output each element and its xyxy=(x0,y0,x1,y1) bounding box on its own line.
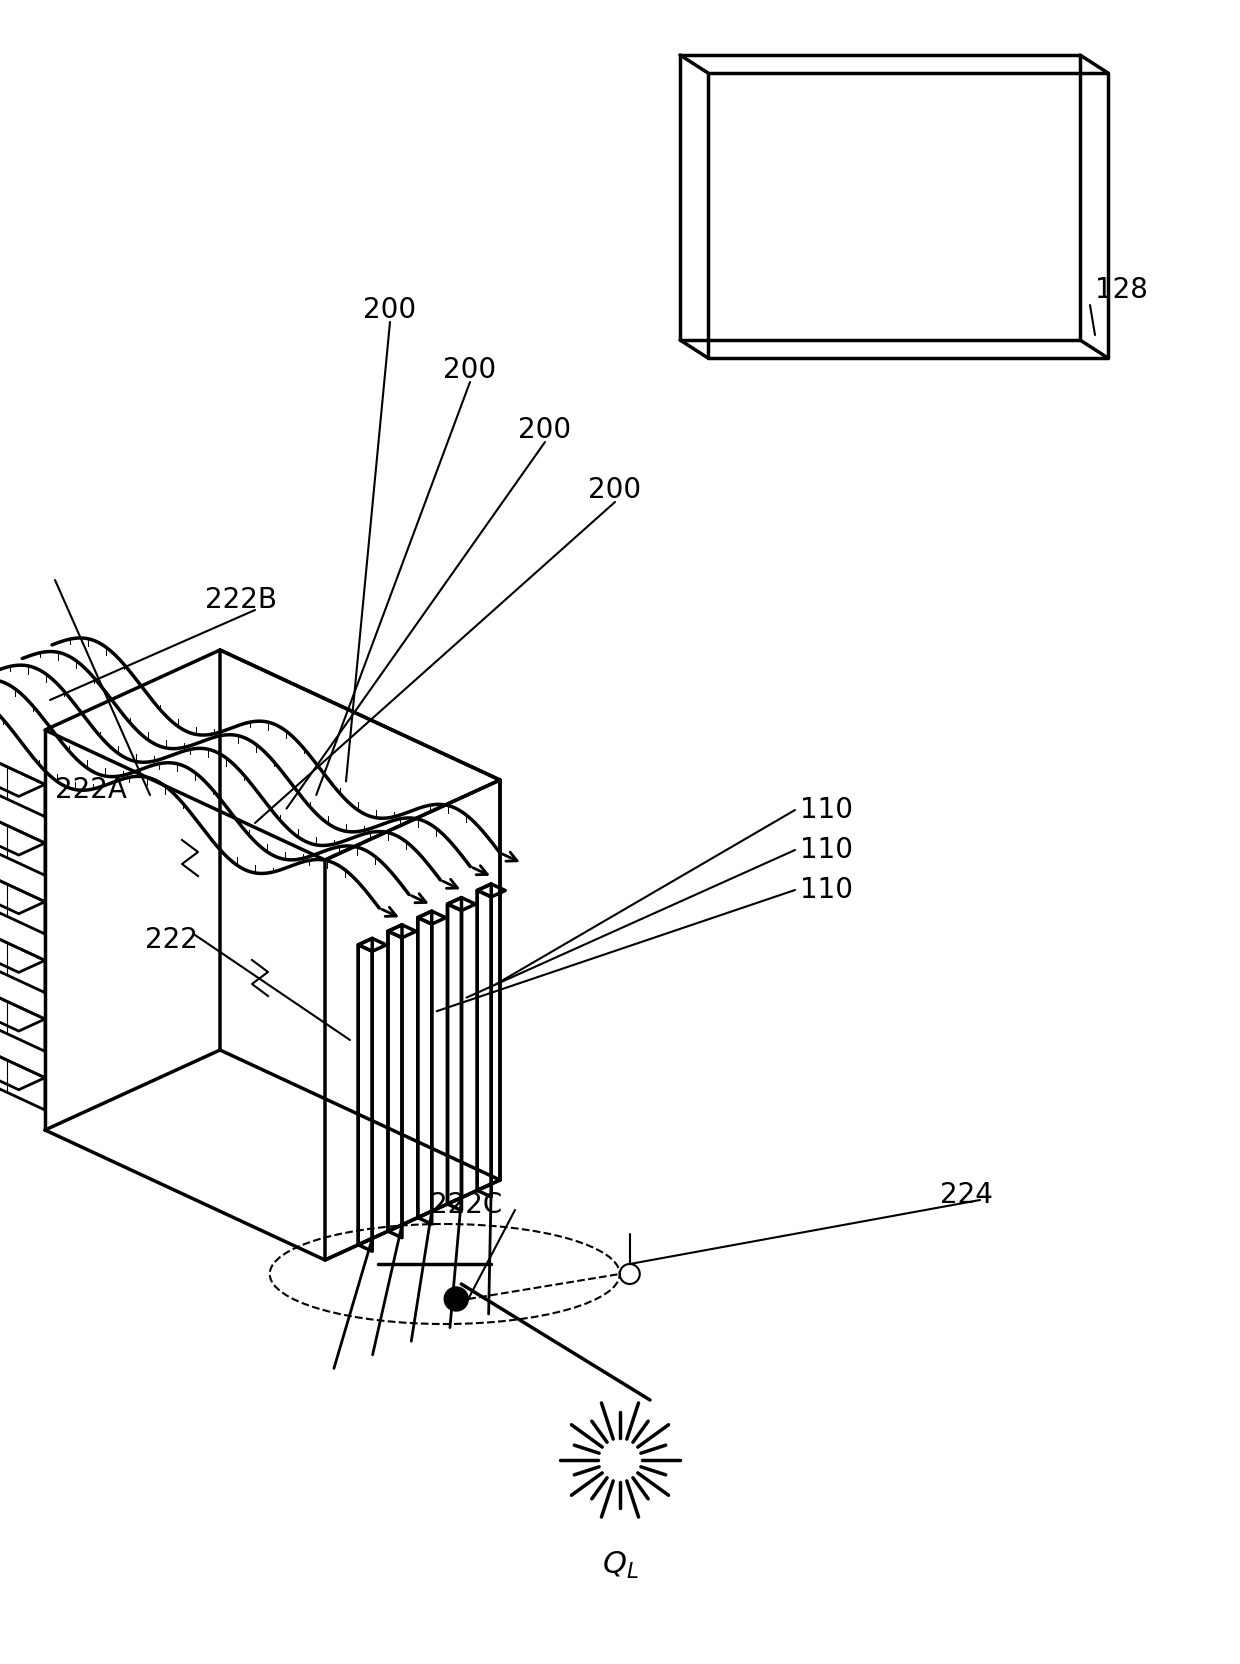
Text: 222: 222 xyxy=(145,925,198,953)
Text: 110: 110 xyxy=(800,835,853,864)
Text: 200: 200 xyxy=(444,356,496,384)
Text: 200: 200 xyxy=(589,476,641,504)
Text: 110: 110 xyxy=(800,875,853,904)
Text: 222B: 222B xyxy=(205,586,277,614)
Circle shape xyxy=(444,1286,469,1311)
Text: 224: 224 xyxy=(940,1181,993,1210)
Text: 222C: 222C xyxy=(430,1191,502,1220)
Text: 128: 128 xyxy=(1095,276,1148,305)
Text: 222A: 222A xyxy=(55,775,126,804)
Text: 110: 110 xyxy=(800,795,853,824)
Text: $Q_L$: $Q_L$ xyxy=(601,1549,639,1581)
Text: 200: 200 xyxy=(518,416,572,444)
Text: 200: 200 xyxy=(363,296,417,324)
